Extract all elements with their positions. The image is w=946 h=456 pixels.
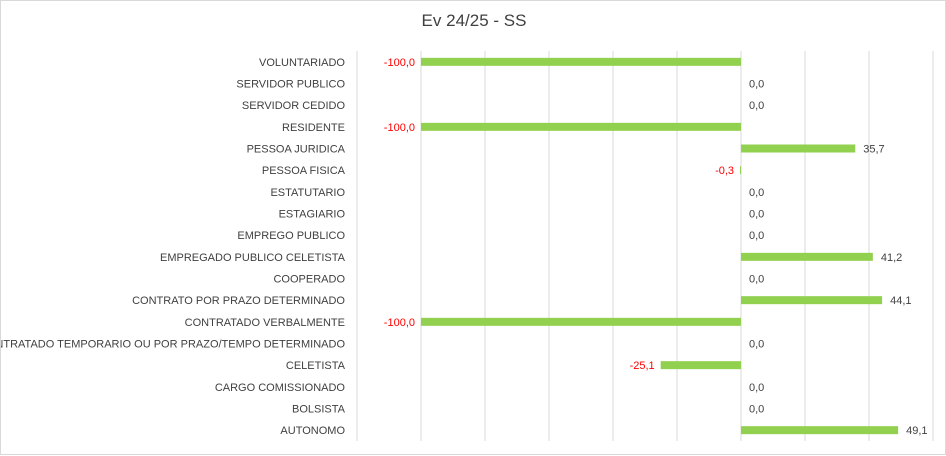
data-label: -25,1	[630, 360, 655, 372]
chart-title: Ev 24/25 - SS	[421, 11, 527, 30]
category-label: PESSOA FISICA	[262, 165, 346, 177]
data-label: 41,2	[881, 252, 902, 264]
category-label: CONTRATADO TEMPORARIO OU POR PRAZO/TEMPO…	[1, 339, 345, 351]
bar	[421, 317, 741, 326]
data-label: 0,0	[749, 274, 764, 286]
category-label: VOLUNTARIADO	[259, 57, 345, 69]
data-label: 0,0	[749, 79, 764, 91]
category-label: EMPREGO PUBLICO	[237, 230, 345, 242]
category-label: ESTAGIARIO	[279, 209, 346, 221]
bar	[421, 57, 741, 66]
data-label: 44,1	[890, 295, 911, 307]
data-label: 0,0	[749, 339, 764, 351]
category-label: SERVIDOR CEDIDO	[242, 100, 346, 112]
data-label: 0,0	[749, 209, 764, 221]
data-label: 0,0	[749, 382, 764, 394]
category-label: CARGO COMISSIONADO	[215, 382, 346, 394]
bar	[741, 426, 899, 435]
data-label: -100,0	[384, 122, 415, 134]
data-label: -100,0	[384, 317, 415, 329]
bar	[421, 122, 741, 131]
data-label: 0,0	[749, 230, 764, 242]
category-label: PESSOA JURIDICA	[247, 144, 346, 156]
category-label: EMPREGADO PUBLICO CELETISTA	[160, 252, 346, 264]
category-label: COOPERADO	[273, 274, 345, 286]
category-label: BOLSISTA	[292, 404, 346, 416]
data-label: 49,1	[906, 425, 927, 437]
category-label: CELETISTA	[286, 360, 346, 372]
data-label: 0,0	[749, 187, 764, 199]
category-label: RESIDENTE	[282, 122, 345, 134]
bar	[741, 252, 873, 261]
category-label: CONTRATO POR PRAZO DETERMINADO	[132, 295, 345, 307]
data-label: 35,7	[863, 144, 884, 156]
data-label: -100,0	[384, 57, 415, 69]
bar	[660, 361, 741, 370]
category-label: SERVIDOR PUBLICO	[236, 79, 345, 91]
category-label: AUTONOMO	[280, 425, 345, 437]
bar	[740, 166, 742, 175]
category-label: CONTRATADO VERBALMENTE	[185, 317, 345, 329]
data-label: 0,0	[749, 404, 764, 416]
data-label: 0,0	[749, 100, 764, 112]
category-label: ESTATUTARIO	[270, 187, 345, 199]
bar	[741, 144, 856, 153]
data-label: -0,3	[715, 165, 734, 177]
bar	[741, 296, 883, 305]
